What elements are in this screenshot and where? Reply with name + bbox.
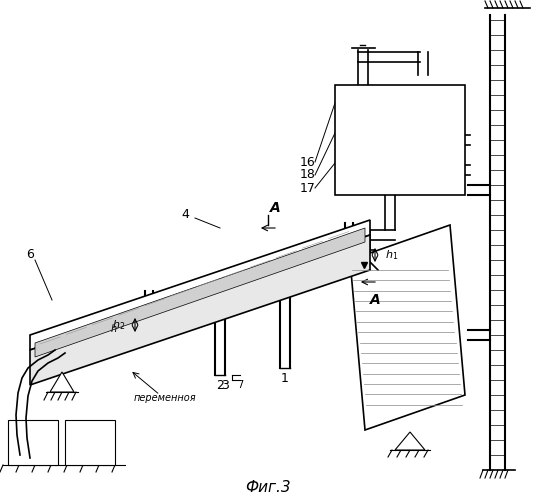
Bar	[8, 420, 58, 465]
Polygon shape	[395, 432, 425, 450]
Polygon shape	[30, 235, 370, 385]
Polygon shape	[35, 228, 365, 357]
Text: 6: 6	[26, 248, 34, 262]
Text: переменноя: переменноя	[134, 393, 196, 403]
Polygon shape	[50, 372, 74, 392]
Text: Фиг.3: Фиг.3	[245, 480, 291, 496]
Text: 2: 2	[216, 379, 224, 392]
Text: 17: 17	[300, 182, 316, 194]
Text: 18: 18	[300, 168, 316, 181]
Text: A: A	[370, 293, 381, 307]
Text: $h_1$: $h_1$	[385, 248, 398, 262]
Text: 7: 7	[237, 380, 243, 390]
Text: $h$: $h$	[111, 322, 118, 334]
Polygon shape	[30, 220, 370, 350]
Bar	[335, 85, 465, 195]
Text: 4: 4	[181, 208, 189, 222]
Text: $h_2$: $h_2$	[112, 318, 125, 332]
Text: 16: 16	[300, 156, 316, 168]
Text: A: A	[270, 201, 281, 215]
Text: 3: 3	[221, 379, 229, 392]
Polygon shape	[350, 225, 465, 430]
Text: 1: 1	[281, 372, 289, 385]
Bar	[65, 420, 115, 465]
